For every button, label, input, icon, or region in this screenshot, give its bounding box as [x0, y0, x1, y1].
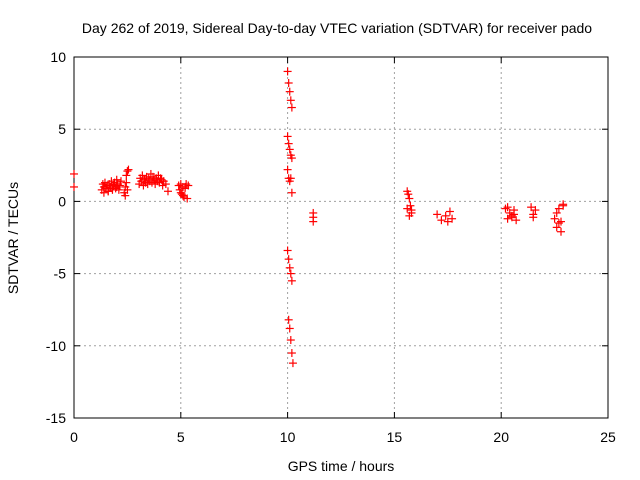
data-point: [510, 210, 519, 219]
data-point: [285, 145, 294, 154]
data-point: [437, 216, 446, 225]
y-tick-label: 5: [58, 121, 66, 137]
data-point: [286, 269, 295, 278]
data-point: [503, 214, 512, 223]
data-point: [108, 184, 117, 193]
data-point: [163, 187, 172, 196]
y-tick-label: -5: [54, 266, 67, 282]
data-point: [284, 78, 293, 87]
data-point: [557, 227, 566, 236]
data-point: [124, 165, 133, 174]
data-point: [284, 139, 293, 148]
data-point: [557, 217, 566, 226]
y-axis-label: SDTVAR / TECUs: [5, 182, 21, 294]
data-point: [286, 96, 295, 105]
data-point: [287, 276, 296, 285]
plot-frame: [73, 56, 609, 419]
data-point: [284, 255, 293, 264]
data-point: [407, 206, 416, 215]
x-tick-label: 0: [70, 429, 78, 445]
x-axis-label: GPS time / hours: [288, 458, 395, 474]
data-point: [285, 263, 294, 272]
y-tick-label: 10: [50, 49, 66, 65]
data-point: [181, 182, 190, 191]
data-point: [287, 103, 296, 112]
data-point: [441, 211, 450, 220]
chart-title: Day 262 of 2019, Sidereal Day-to-day VTE…: [82, 20, 592, 36]
data-point: [178, 191, 187, 200]
data-point: [99, 188, 108, 197]
data-point: [283, 132, 292, 141]
data-point: [284, 315, 293, 324]
data-point: [285, 324, 294, 333]
data-point: [104, 187, 113, 196]
data-point: [404, 190, 413, 199]
data-point: [286, 174, 295, 183]
grid: [74, 57, 608, 418]
y-tick-label: 0: [58, 193, 66, 209]
data-point: [114, 185, 123, 194]
data-point: [123, 167, 132, 176]
data-point: [403, 204, 412, 213]
data-point: [287, 349, 296, 358]
data-point: [115, 181, 124, 190]
data-point: [285, 87, 294, 96]
data-point: [445, 207, 454, 216]
data-point: [283, 246, 292, 255]
data-point: [552, 208, 561, 217]
data-point: [550, 214, 559, 223]
data-point: [122, 171, 131, 180]
y-tick-label: -10: [46, 338, 66, 354]
data-point: [501, 204, 510, 213]
data-point: [122, 178, 131, 187]
data-point: [559, 200, 568, 209]
data-point: [286, 336, 295, 345]
data-point: [512, 216, 521, 225]
data-point: [283, 67, 292, 76]
data-point: [443, 217, 452, 226]
data-point: [503, 203, 512, 212]
data-point: [288, 359, 297, 368]
data-point: [554, 219, 563, 228]
data-point: [287, 188, 296, 197]
data-point: [554, 204, 563, 213]
data-point: [527, 203, 536, 212]
data-point: [123, 185, 132, 194]
data-point: [529, 213, 538, 222]
x-tick-label: 25: [600, 429, 616, 445]
axis-ticks: 0 5 10 15 20 25 -15 -10 -5 0 5 10: [46, 49, 616, 445]
x-tick-label: 10: [280, 429, 296, 445]
data-points: [70, 67, 568, 368]
data-point: [405, 211, 414, 220]
data-point: [70, 169, 78, 178]
data-point: [121, 191, 130, 200]
x-tick-label: 5: [177, 429, 185, 445]
data-point: [448, 214, 457, 223]
data-point: [161, 180, 170, 189]
data-point: [309, 217, 318, 226]
data-point: [433, 210, 442, 219]
data-point: [116, 177, 125, 186]
data-point: [405, 194, 414, 203]
data-point: [287, 154, 296, 163]
data-point: [531, 206, 540, 215]
y-tick-label: -15: [46, 410, 66, 426]
data-point: [138, 171, 147, 180]
x-tick-label: 20: [493, 429, 509, 445]
data-point: [112, 175, 121, 184]
x-tick-label: 15: [387, 429, 403, 445]
data-point: [70, 182, 78, 191]
data-point: [552, 223, 561, 232]
data-point: [283, 165, 292, 174]
data-point: [183, 194, 192, 203]
